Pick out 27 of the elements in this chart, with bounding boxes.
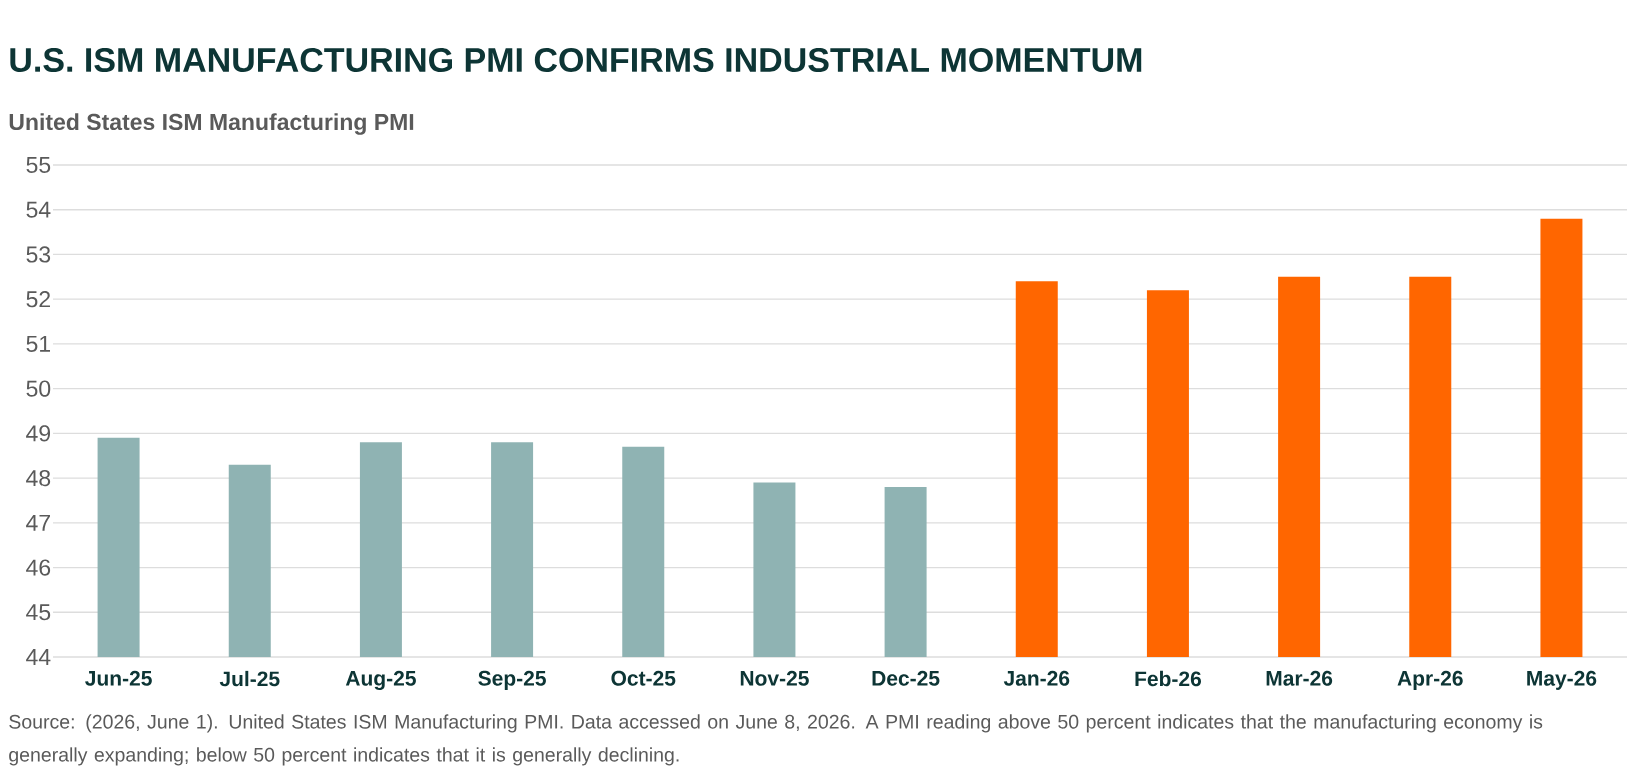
x-tick-label: May-26: [1527, 670, 1597, 690]
y-tick-label: 49: [26, 425, 51, 442]
x-tick-label: Nov-25: [740, 670, 809, 686]
y-tick-label: 52: [26, 291, 50, 308]
x-tick-label: Jul-25: [219, 670, 280, 687]
y-tick-label: 54: [26, 201, 51, 218]
x-tick-label: Feb-26: [1135, 670, 1202, 687]
y-tick-label: 50: [26, 380, 51, 397]
x-tick-label: Jun-25: [85, 670, 152, 686]
x-tick-label: Apr-26: [1397, 670, 1463, 690]
y-tick-label: 47: [26, 514, 50, 531]
x-tick-label: Aug-25: [345, 670, 416, 690]
x-tick-label: Dec-25: [872, 670, 940, 686]
y-tick-label: 46: [26, 559, 51, 576]
y-tick-label: 44: [26, 649, 51, 665]
y-tick-label: 51: [26, 335, 50, 352]
y-tick-label: 53: [26, 246, 51, 263]
x-tick-label: Sep-25: [478, 670, 546, 690]
chart-subtitle: United States ISM Manufacturing PMI: [9, 113, 414, 135]
y-tick-label: 55: [26, 156, 51, 174]
source-note: Source: (2026, June 1). United States ISM Manufacturing PMI. Data accessed on June 8, 2026. A PMI reading above 50 percent indicates that the manufacturing economy is generally expanding; below 50 percent indicates that it is generally declining.: [9, 714, 1543, 766]
chart-title: U.S. ISM MANUFACTURING PMI CONFIRMS INDUSTRIAL MOMENTUM: [10, 47, 1142, 73]
y-tick-label: 45: [26, 604, 51, 621]
x-tick-label: Mar-26: [1266, 670, 1333, 686]
y-tick-label: 48: [26, 469, 51, 487]
x-tick-label: Jan-26: [1003, 670, 1070, 686]
x-tick-label: Oct-25: [611, 670, 676, 686]
